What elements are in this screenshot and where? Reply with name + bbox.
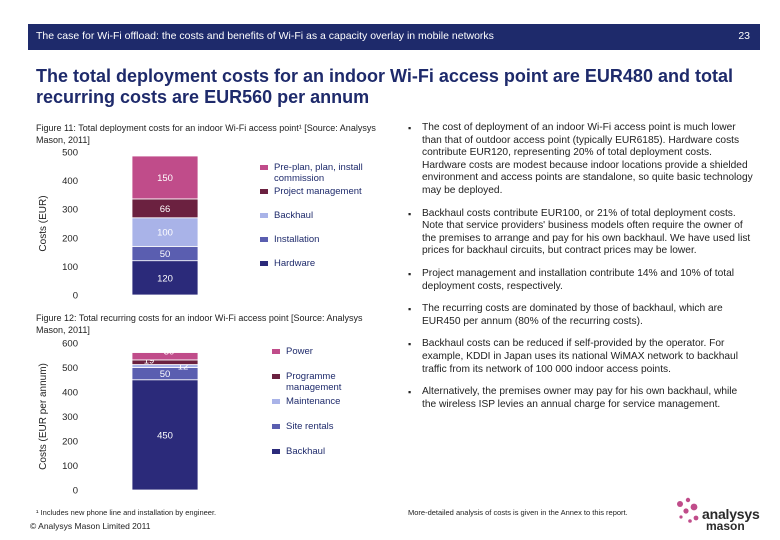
bar-segment (131, 260, 199, 296)
legend-swatch (272, 349, 280, 354)
legend-entry: Project management (274, 186, 362, 197)
bullet-marker: ▪ (408, 123, 412, 133)
legend-swatch (272, 449, 280, 454)
legend-entry: Pre-plan, plan, install commission (274, 162, 363, 184)
bar-segment (131, 352, 199, 361)
bullet-item: ▪ The recurring costs are dominated by th… (408, 303, 754, 328)
figure-11-caption: Figure 11: Total deployment costs for an… (36, 123, 376, 145)
bullet-marker: ▪ (408, 268, 412, 279)
bullet-marker: ▪ (408, 304, 412, 315)
legend-swatch (260, 189, 268, 194)
legend-swatch (272, 374, 280, 379)
data-label: 50 (160, 369, 171, 380)
legend-entry: Programme management (286, 371, 342, 393)
legend-entry: Hardware (274, 258, 315, 269)
data-label: 100 (157, 228, 173, 239)
legend-swatch (272, 424, 280, 429)
y-tick-label: 0 (73, 486, 78, 497)
legend-entry: Maintenance (286, 396, 340, 407)
bullet-text: Project management and installation cont… (422, 267, 735, 292)
bullet-marker: ▪ (408, 387, 412, 398)
recurring-cost-chart: Costs (EUR per annum) 0 100 200 300 400 500 600… (38, 339, 342, 497)
bullet-item: ▪ Alternatively, the premises owner may p… (408, 386, 754, 411)
data-label: 19 (144, 356, 155, 367)
bar-segment (131, 359, 199, 365)
bullet-text: The recurring costs are dominated by tho… (422, 303, 723, 327)
bullet-text: The cost of deployment of an indoor Wi-F… (422, 122, 753, 196)
footnote: ¹ Includes new phone line and installati… (36, 508, 217, 517)
y-tick-label: 300 (62, 205, 78, 216)
bullet-item: ▪ Backhaul costs can be reduced if self-p… (408, 338, 754, 376)
bullet-marker: ▪ (408, 208, 412, 219)
analysys-mason-logo: analysys mason (672, 494, 768, 536)
logo-text-mason: mason (706, 519, 745, 533)
bullet-text: Backhaul costs can be reduced if self-pr… (422, 338, 738, 375)
y-tick-label: 0 (73, 291, 78, 302)
bullet-text: Alternatively, the premises owner may pa… (422, 386, 738, 410)
bullet-item: ▪ Project management and installation con… (408, 268, 754, 293)
bullet-item: ▪ Backhaul costs contribute EUR100, or 21… (408, 208, 754, 258)
legend-swatch (260, 165, 268, 170)
y-tick-label: 500 (62, 363, 78, 374)
legend-entry: Power (286, 346, 313, 357)
bullet-text: Backhaul costs contribute EUR100, or 21%… (422, 207, 751, 257)
figure-12-caption: Figure 12: Total recurring costs for an … (36, 313, 363, 335)
y-axis-label: Costs (EUR) (38, 195, 49, 251)
data-label: 12 (178, 362, 189, 373)
logo-dots-icon (677, 497, 699, 523)
page-number: 23 (738, 30, 750, 42)
y-tick-label: 400 (62, 388, 78, 399)
legend-swatch (260, 261, 268, 266)
annex-note: More-detailed analysis of costs is given… (408, 508, 628, 517)
y-tick-label: 500 (62, 148, 78, 159)
legend-swatch (272, 399, 280, 404)
data-label: 66 (160, 204, 171, 215)
data-label: 50 (160, 249, 171, 260)
copyright: © Analysys Mason Limited 2011 (30, 521, 151, 531)
y-tick-label: 100 (62, 262, 78, 273)
y-tick-label: 600 (62, 339, 78, 350)
y-tick-label: 100 (62, 461, 78, 472)
logo-text-analysys: analysys (702, 506, 760, 522)
bullet-marker: ▪ (408, 339, 412, 350)
y-tick-label: 400 (62, 176, 78, 187)
data-label: 150 (157, 173, 173, 184)
page-title: The total deployment costs for an indoor… (36, 66, 733, 107)
legend-swatch (260, 237, 268, 242)
header-bar: The case for Wi-Fi offload: the costs an… (28, 24, 760, 50)
data-label: 30 (164, 347, 175, 358)
bullet-item: ▪ The cost of deployment of an indoor Wi-… (408, 122, 754, 198)
y-tick-label: 200 (62, 233, 78, 244)
legend-swatch (260, 213, 268, 218)
legend-entry: Installation (274, 234, 319, 245)
legend-entry: Backhaul (286, 446, 325, 457)
running-title: The case for Wi-Fi offload: the costs an… (36, 30, 494, 42)
y-tick-label: 300 (62, 412, 78, 423)
data-label: 120 (157, 273, 173, 284)
y-tick-label: 200 (62, 437, 78, 448)
deployment-cost-chart: Costs (EUR) 0 100 200 300 400 500 120 50 100 66 150… (38, 148, 363, 302)
legend-entry: Backhaul (274, 210, 313, 221)
data-label: 450 (157, 430, 173, 441)
bar-segment (131, 155, 199, 200)
y-axis-label: Costs (EUR per annum) (38, 363, 49, 470)
legend-entry: Site rentals (286, 421, 334, 432)
bullet-list: ▪ The cost of deployment of an indoor Wi-… (408, 122, 754, 421)
